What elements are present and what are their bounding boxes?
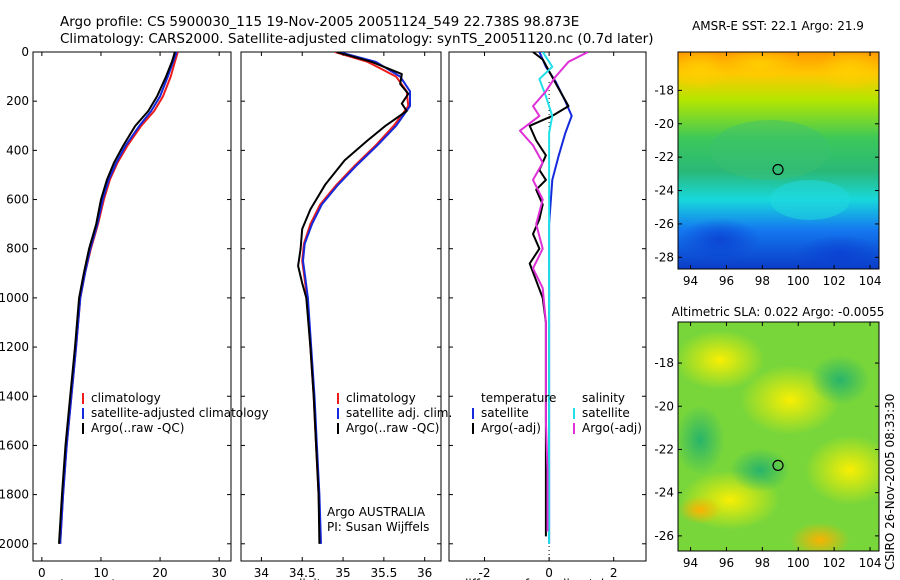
depth-tick-label: 400: [6, 143, 29, 157]
series-line-satellite-adjusted-climatology: [59, 52, 178, 544]
depth-tick-label: 1200: [0, 340, 29, 354]
salinity-profile-panel: [240, 51, 442, 562]
x-axis-label: salinity: [285, 577, 328, 580]
legend-label: Argo(-adj): [582, 421, 642, 435]
map-x-tick-label: 102: [823, 556, 846, 570]
map-y-tick-label: -20: [654, 399, 674, 413]
depth-tick-label: 1800: [0, 488, 29, 502]
x-tick-label: 0: [545, 566, 553, 580]
float-annotation: PI: Susan Wijffels: [327, 520, 429, 534]
x-tick-label: 35.5: [370, 566, 397, 580]
series-line-climatology: [59, 52, 179, 544]
map-x-tick-label: 98: [755, 556, 770, 570]
map-x-tick-label: 94: [683, 274, 698, 288]
x-tick-label: 34.5: [289, 566, 316, 580]
map-x-tick-label: 100: [787, 274, 810, 288]
legend-label: satellite: [582, 406, 630, 420]
map-y-tick-label: -26: [654, 529, 674, 543]
map-x-tick-label: 94: [683, 556, 698, 570]
x-tick-label: 0: [38, 566, 46, 580]
sst-map-panel: AMSR-E SST: 22.1 Argo: 21.9: [677, 19, 880, 270]
sla-map-title: Altimetric SLA: 0.022 Argo: -0.0055: [672, 305, 885, 319]
map-y-tick-label: -26: [654, 217, 674, 231]
depth-tick-label: 2000: [0, 537, 29, 551]
float-position-marker: [772, 163, 784, 176]
legend-label: Argo(..raw -QC): [91, 421, 184, 435]
legend-label: satellite-adjusted climatology: [91, 406, 269, 420]
depth-tick-label: 600: [6, 193, 29, 207]
profile-lines: [519, 52, 589, 544]
sst-map-title: AMSR-E SST: 22.1 Argo: 21.9: [692, 19, 864, 33]
series-line-argo-raw-qc-: [297, 52, 410, 544]
series-line-satellite: [538, 52, 554, 544]
map-y-tick-label: -24: [654, 486, 674, 500]
timestamp-side-label: CSIRO 26-Nov-2005 08:33:30: [883, 394, 897, 570]
legend-label: climatology: [346, 391, 416, 405]
legend-label: Argo(-adj): [481, 421, 541, 435]
map-y-tick-label: -22: [654, 442, 674, 456]
legend-label: satellite adj. clim.: [346, 406, 452, 420]
map-x-tick-label: 100: [787, 556, 810, 570]
x-tick-label: 2: [610, 566, 618, 580]
difference-profile-panel: [448, 51, 647, 562]
x-tick-label: 35: [335, 566, 350, 580]
depth-tick-label: 200: [6, 94, 29, 108]
sla-map-panel: Altimetric SLA: 0.022 Argo: -0.0055: [672, 305, 885, 552]
map-y-tick-label: -20: [654, 117, 674, 131]
x-axis-label: difference from climatology: [461, 577, 627, 580]
series-line-argo-raw-qc-: [58, 52, 176, 544]
map-x-tick-label: 98: [755, 274, 770, 288]
x-tick-label: 10: [93, 566, 108, 580]
legend-label: climatology: [91, 391, 161, 405]
figure-title-line-2: Climatology: CARS2000. Satellite-adjuste…: [60, 31, 653, 47]
profile-lines: [58, 52, 179, 544]
depth-tick-label: 800: [6, 242, 29, 256]
map-y-tick-label: -24: [654, 184, 674, 198]
x-tick-label: 20: [152, 566, 167, 580]
depth-tick-label: 1400: [0, 389, 29, 403]
depth-tick-label: 0: [21, 45, 29, 59]
map-y-tick-label: -18: [654, 356, 674, 370]
legend-label: salinity: [582, 391, 625, 405]
map-x-tick-label: 96: [719, 556, 734, 570]
figure-title-line-1: Argo profile: CS 5900030_115 19-Nov-2005…: [60, 14, 579, 30]
depth-tick-label: 1600: [0, 438, 29, 452]
float-annotation: Argo AUSTRALIA: [327, 505, 426, 519]
map-y-tick-label: -18: [654, 83, 674, 97]
legend-label: Argo(..raw -QC): [346, 421, 439, 435]
float-position-marker: [772, 459, 784, 472]
profile-lines: [297, 52, 411, 544]
x-tick-label: 36: [417, 566, 432, 580]
legend-label: satellite: [481, 406, 529, 420]
map-x-tick-label: 96: [719, 274, 734, 288]
map-x-tick-label: 104: [859, 556, 882, 570]
x-axis-label: temperature: [60, 577, 135, 580]
legend-label: temperature: [481, 391, 556, 405]
x-tick-label: 30: [212, 566, 227, 580]
depth-tick-label: 1000: [0, 291, 29, 305]
x-tick-label: 34: [254, 566, 269, 580]
map-y-tick-label: -28: [654, 250, 674, 264]
map-x-tick-label: 104: [859, 274, 882, 288]
temperature-profile-panel: [32, 51, 232, 562]
map-y-tick-label: -22: [654, 150, 674, 164]
x-tick-label: -2: [479, 566, 491, 580]
series-line-argo-adj-: [519, 52, 589, 532]
map-x-tick-label: 102: [823, 274, 846, 288]
